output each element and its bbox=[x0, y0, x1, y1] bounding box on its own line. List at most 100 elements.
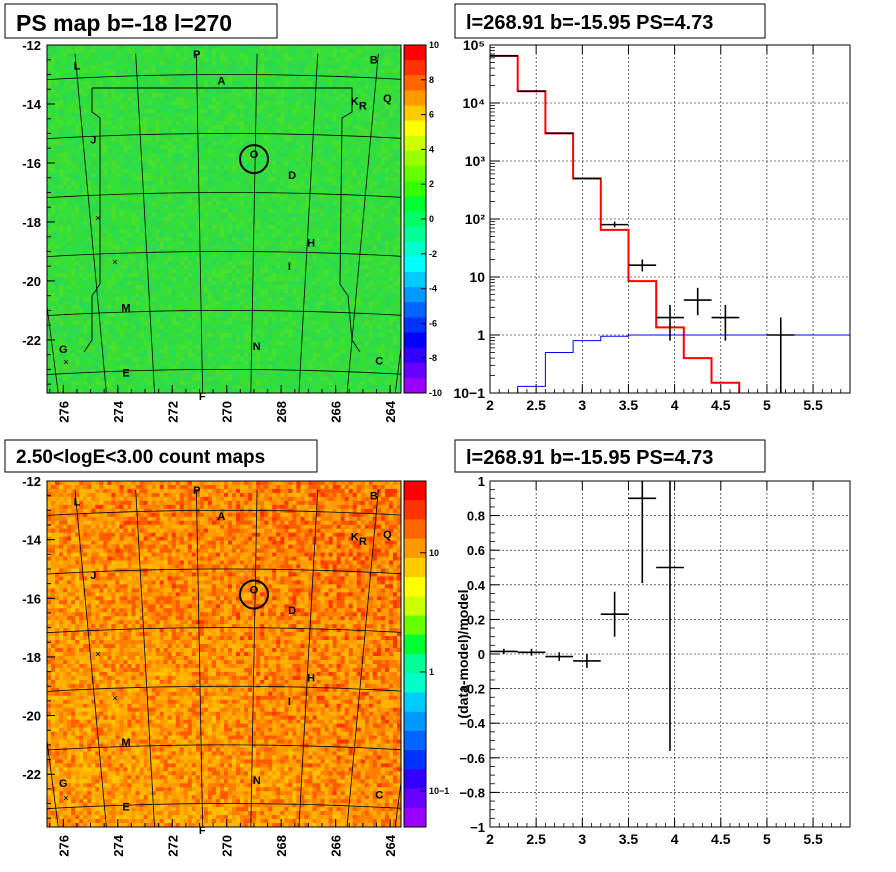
x-tick-label: 5 bbox=[763, 397, 771, 413]
grid-meridian bbox=[250, 53, 258, 393]
colorbar-tick-label: 8 bbox=[429, 75, 434, 85]
x-tick-label: 274 bbox=[111, 400, 126, 422]
grid-meridian bbox=[74, 53, 107, 393]
y-tick-label: -14 bbox=[22, 97, 42, 112]
x-tick-label: 2.5 bbox=[526, 397, 546, 413]
y-tick-label: -18 bbox=[22, 650, 41, 665]
colorbar-tick-label: 2 bbox=[429, 179, 434, 189]
colorbar-segment bbox=[404, 105, 426, 122]
y-tick-label: -20 bbox=[22, 709, 41, 724]
colorbar-tick-label: 10 bbox=[429, 548, 439, 558]
y-tick-label: 10⁵ bbox=[463, 37, 485, 53]
colorbar-segment bbox=[404, 596, 426, 617]
x-tick-label: 5.5 bbox=[803, 831, 823, 847]
source-label: F bbox=[199, 825, 206, 837]
y-tick-label: 10² bbox=[465, 211, 486, 227]
colorbar-frame bbox=[403, 480, 427, 828]
colorbar-segment bbox=[404, 711, 426, 732]
x-tick-label: 270 bbox=[220, 835, 235, 857]
colorbar-segment bbox=[404, 241, 426, 258]
y-tick-label: 0.2 bbox=[467, 612, 485, 627]
source-label: C bbox=[375, 356, 383, 368]
colorbar-segment bbox=[404, 226, 426, 243]
grid-meridian bbox=[47, 737, 59, 827]
colorbar-tick-label: -4 bbox=[429, 284, 437, 294]
count-map-colorbar: 10 1 10−1 bbox=[403, 480, 449, 828]
colorbar-tick-label: 10−1 bbox=[429, 786, 449, 796]
y-tick-label: 0 bbox=[478, 647, 485, 662]
x-tick-label: 266 bbox=[329, 835, 344, 857]
residual-plot-area bbox=[490, 481, 684, 751]
source-label: H bbox=[307, 673, 315, 685]
y-tick-label: 10 bbox=[469, 269, 485, 285]
x-tick-label: 4 bbox=[671, 397, 679, 413]
colorbar-segment bbox=[404, 538, 426, 559]
y-tick-label: 1 bbox=[477, 327, 485, 343]
spectrum-title-box bbox=[454, 3, 766, 39]
residual-title-box bbox=[454, 439, 766, 473]
y-tick-label: −0.8 bbox=[459, 785, 485, 800]
colorbar-segment bbox=[404, 557, 426, 578]
y-tick-label: 10−1 bbox=[453, 385, 485, 401]
colorbar-tick-label: -2 bbox=[429, 249, 437, 259]
y-tick-label: 10⁴ bbox=[463, 95, 486, 111]
source-label: H bbox=[307, 238, 315, 250]
colorbar-segment bbox=[404, 807, 426, 828]
grid-meridian bbox=[298, 489, 319, 827]
source-label: A bbox=[217, 511, 225, 523]
model-background-line bbox=[517, 334, 850, 393]
count-map-cells bbox=[47, 481, 401, 827]
y-tick-label: -20 bbox=[22, 274, 41, 289]
y-tick-label: -16 bbox=[22, 591, 41, 606]
source-label: J bbox=[90, 134, 96, 146]
source-label: I bbox=[288, 696, 291, 708]
count-map-source-labels: P A B L K R Q J O D H I M N G C E F bbox=[59, 485, 392, 837]
colorbar-segment bbox=[404, 302, 426, 318]
spectrum-grid bbox=[489, 44, 850, 394]
colorbar-segment bbox=[404, 317, 426, 333]
source-label: B bbox=[370, 491, 378, 503]
source-label: P bbox=[193, 485, 200, 497]
colorbar-segment bbox=[404, 377, 426, 394]
source-label: J bbox=[90, 570, 96, 582]
y-tick-label: 0.4 bbox=[467, 578, 486, 593]
colorbar-segment bbox=[404, 135, 426, 152]
colorbar-segment bbox=[404, 577, 426, 597]
colorbar-segment bbox=[404, 196, 426, 212]
grid-parallel bbox=[47, 369, 401, 375]
count-map-title: 2.50<logE<3.00 count maps bbox=[16, 447, 265, 468]
y-tick-label: -14 bbox=[22, 533, 42, 548]
colorbar-segment bbox=[404, 692, 426, 713]
grid-meridian bbox=[196, 53, 204, 393]
x-tick-label: 4.5 bbox=[711, 397, 731, 413]
colorbar-tick-label: -8 bbox=[429, 353, 437, 363]
y-tick-label: -16 bbox=[22, 156, 41, 171]
x-tick-label: 272 bbox=[165, 401, 180, 423]
colorbar-tick-label: 0 bbox=[429, 214, 434, 224]
source-label: M bbox=[121, 737, 130, 749]
source-label: K bbox=[351, 532, 359, 544]
cross-marker bbox=[112, 259, 118, 265]
source-label: P bbox=[193, 49, 200, 61]
colorbar-segment bbox=[404, 60, 426, 76]
x-tick-label: 3 bbox=[578, 397, 586, 413]
colorbar-segment bbox=[404, 634, 426, 655]
count-map-frame bbox=[46, 480, 402, 828]
y-tick-label: 10³ bbox=[465, 153, 486, 169]
colorbar-segment bbox=[404, 120, 426, 137]
count-map-axes: 276 274 272 270 268 266 264 -12 -14 -16 -18 -20 -22 bbox=[22, 474, 398, 857]
colorbar-segment bbox=[404, 150, 426, 167]
source-label: M bbox=[121, 303, 130, 315]
colorbar-tick-label: 10 bbox=[429, 40, 439, 50]
colorbar-segment bbox=[404, 654, 426, 674]
x-tick-label: 276 bbox=[56, 401, 71, 423]
count-map-panel: 2.50<logE<3.00 count maps P A B L K R Q J O D H I M N… bbox=[4, 439, 449, 857]
x-tick-label: 264 bbox=[383, 400, 398, 422]
ps-map-colorbar: 10 8 6 4 2 0 -2 -4 -6 -8 -10 bbox=[403, 40, 442, 398]
cross-marker bbox=[63, 359, 69, 365]
source-label: G bbox=[59, 344, 68, 356]
ps-map-title-box bbox=[4, 3, 278, 39]
grid-parallel bbox=[47, 250, 401, 258]
grid-meridian bbox=[74, 489, 107, 827]
spectrum-axes: 2 2.5 3 3.5 4 4.5 5 5.5 10−1 1 10 10² 10³ 10⁴ 10⁵ bbox=[453, 37, 851, 413]
